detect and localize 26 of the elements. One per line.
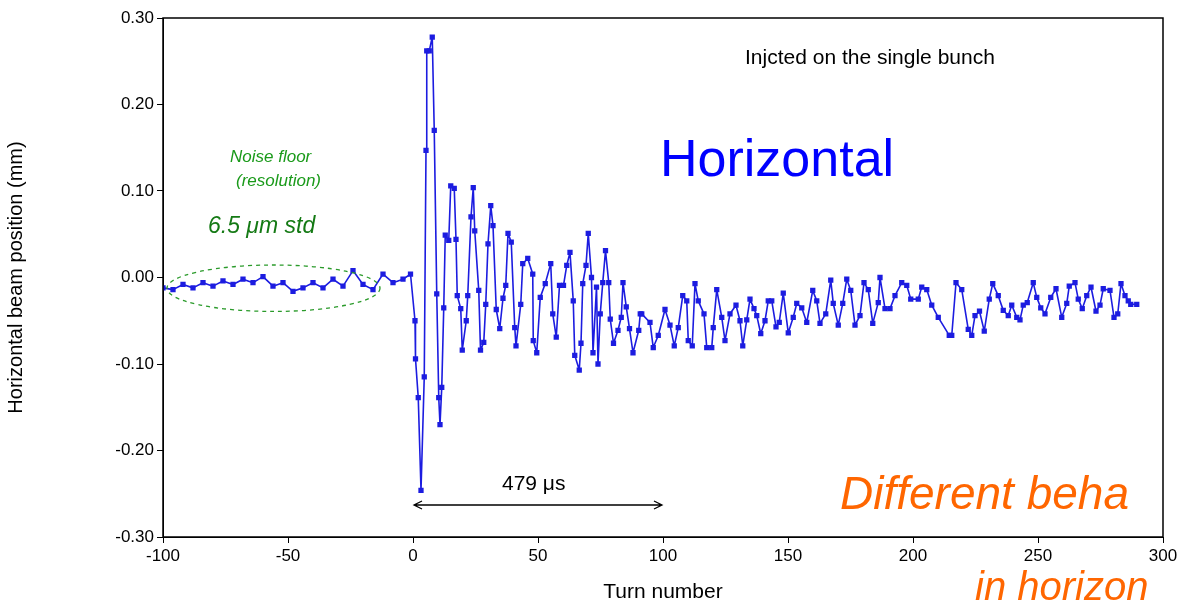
annotation: 6.5 μm std: [208, 212, 316, 238]
x-axis-title: Turn number: [603, 579, 723, 603]
y-tick-label: 0.10: [120, 180, 154, 200]
annotation: Horizontal: [660, 129, 895, 187]
y-tick-label: -0.20: [115, 440, 154, 460]
y-tick-label: -0.10: [115, 353, 154, 373]
y-tick-label: 0.00: [120, 267, 154, 287]
x-tick-label: 300: [1148, 545, 1178, 565]
text: in horizon: [975, 564, 1149, 608]
x-tick-label: -50: [275, 545, 301, 565]
y-tick-label: 0.20: [120, 94, 154, 114]
x-tick-label: 250: [1023, 545, 1053, 565]
annotation: Noise floor: [230, 147, 312, 166]
y-tick-label: -0.30: [115, 526, 154, 546]
x-tick-label: 50: [528, 545, 548, 565]
x-tick-label: 150: [773, 545, 803, 565]
annotation: Different beha: [840, 467, 1129, 519]
annotation: 479 μs: [502, 471, 566, 494]
x-tick-label: 200: [898, 545, 928, 565]
x-tick-label: 100: [648, 545, 678, 565]
y-axis-title: Horizontal beam position (mm): [3, 141, 26, 414]
annotation: (resolution): [236, 171, 322, 190]
x-tick-label: 0: [408, 545, 418, 565]
x-tick-label: -100: [145, 545, 181, 565]
y-tick-label: 0.30: [120, 7, 154, 27]
annotation: Injcted on the single bunch: [745, 45, 995, 68]
